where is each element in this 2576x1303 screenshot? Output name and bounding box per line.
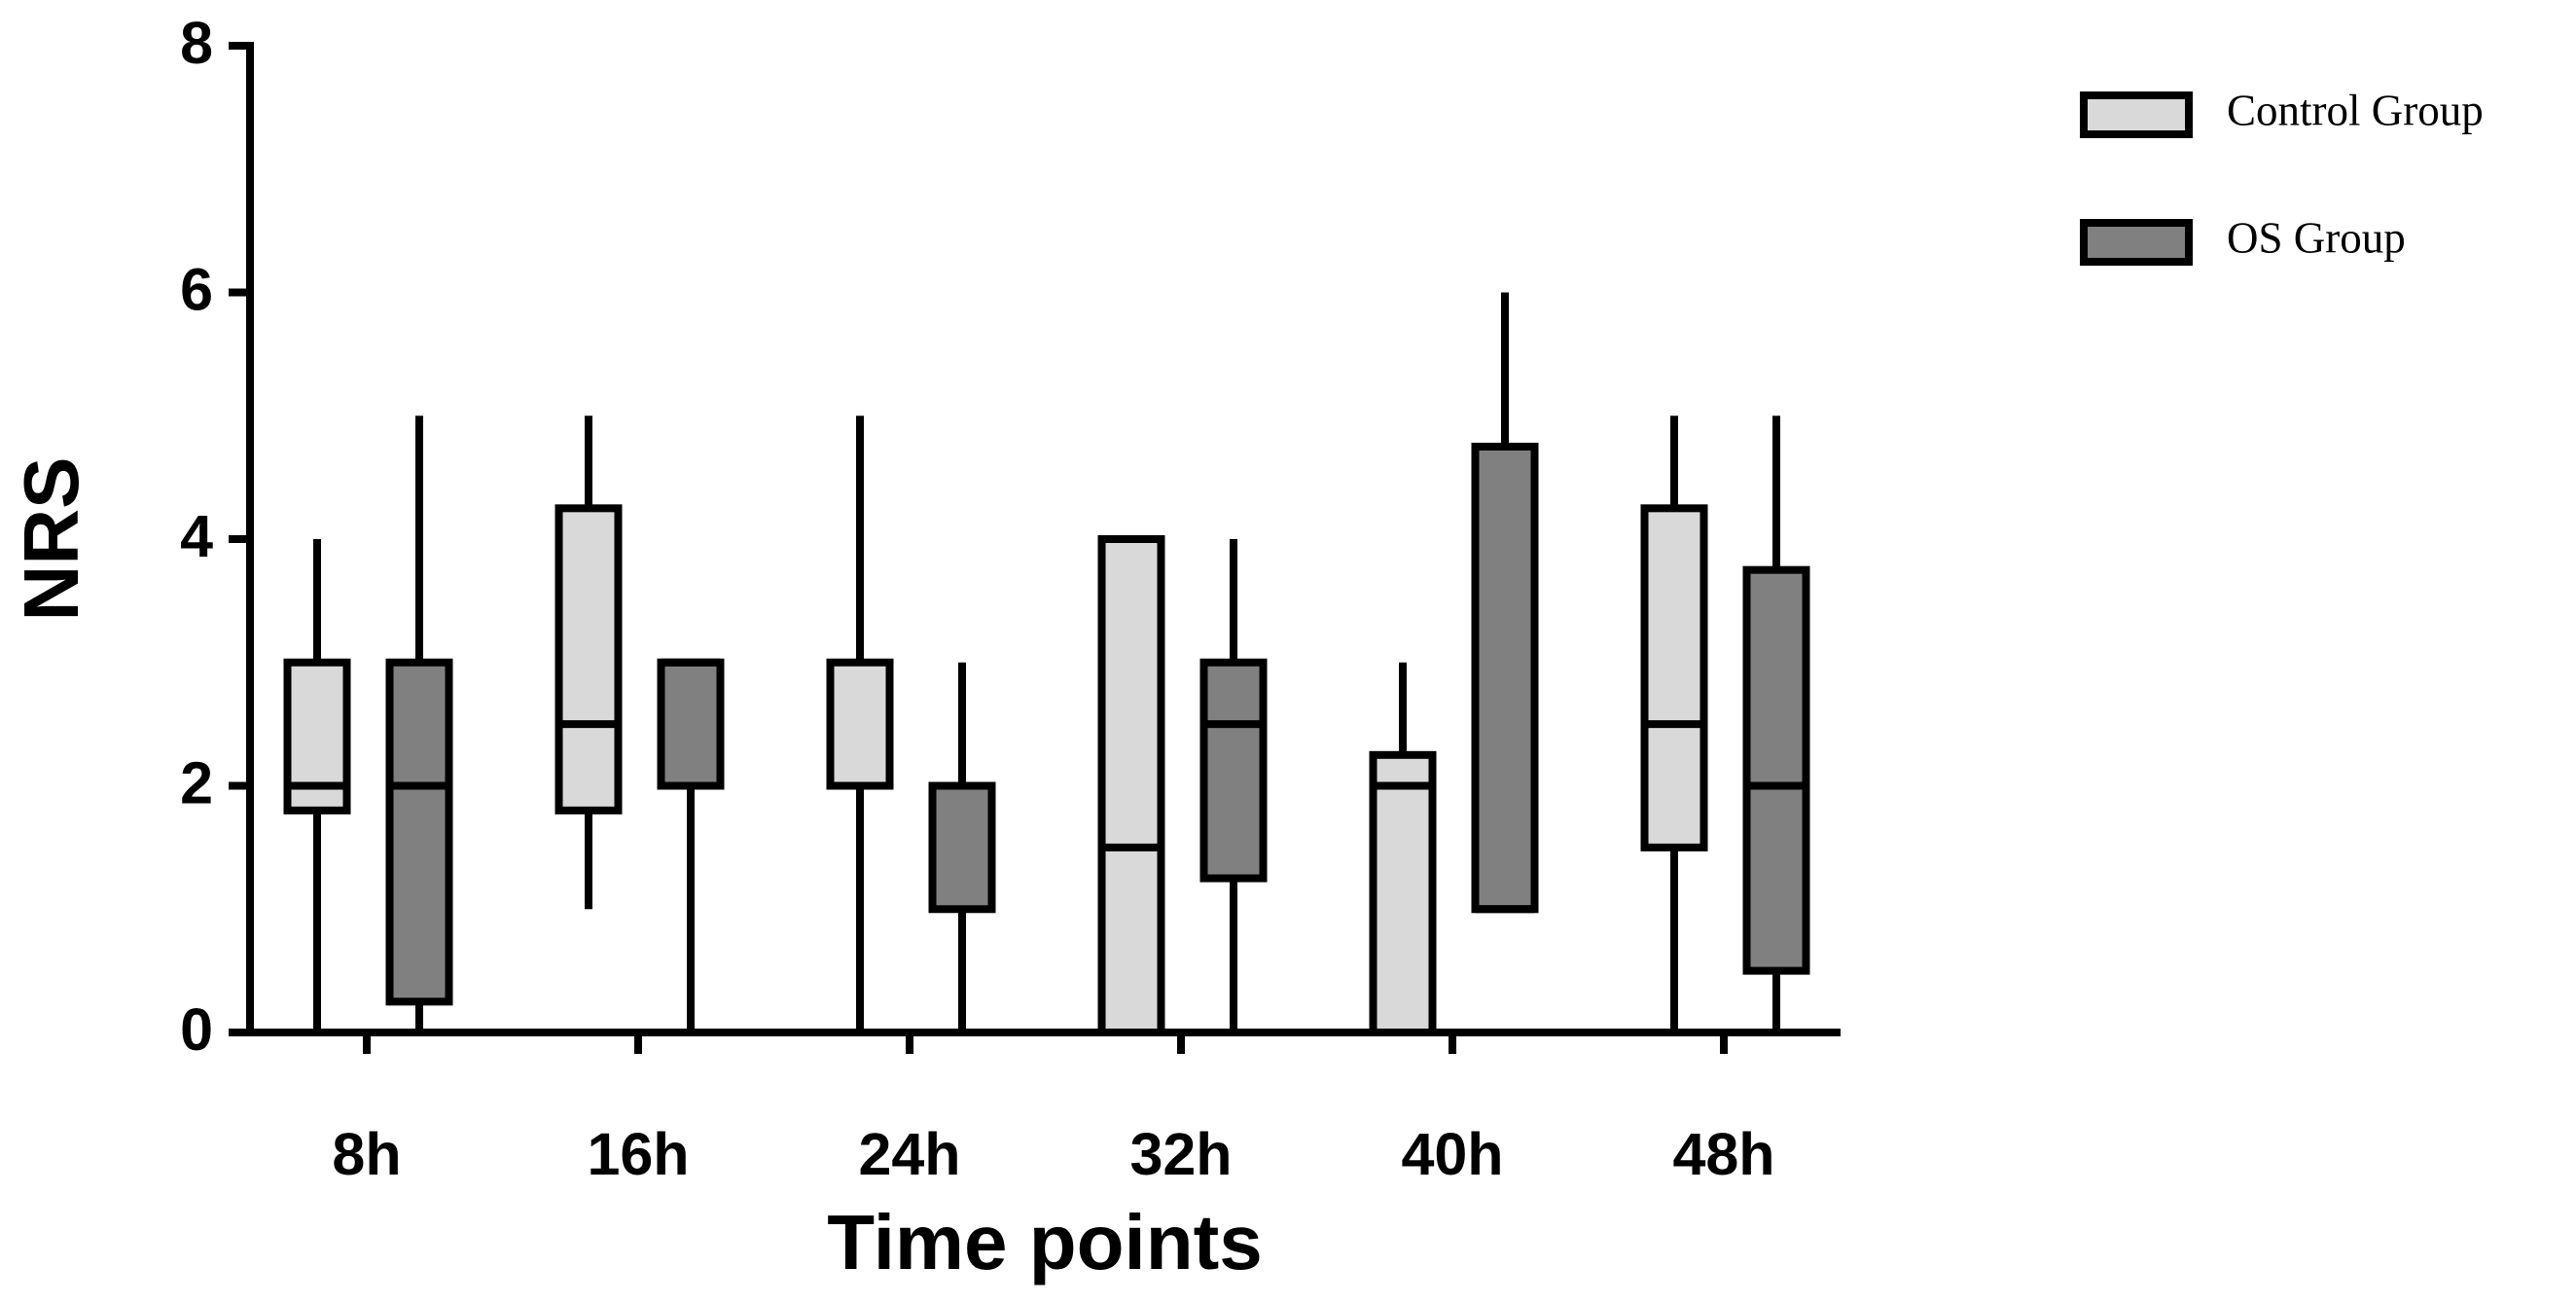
- box: [385, 658, 453, 1006]
- legend-swatch: [2080, 91, 2193, 138]
- x-tick-label: 8h: [332, 1121, 401, 1187]
- x-tick-label: 40h: [1401, 1121, 1503, 1187]
- x-tick-label: 24h: [858, 1121, 960, 1187]
- box: [555, 504, 623, 814]
- box: [1097, 535, 1165, 1036]
- x-axis-label: Time points: [827, 1199, 1262, 1285]
- y-tick-label: 8: [180, 10, 213, 76]
- y-tick-label: 4: [180, 503, 213, 569]
- y-axis-label: NRS: [8, 457, 94, 622]
- box: [1471, 442, 1539, 914]
- legend-label: Control Group: [2227, 86, 2484, 134]
- x-tick-label: 16h: [587, 1121, 689, 1187]
- y-tick-label: 2: [180, 750, 213, 816]
- box: [928, 781, 996, 914]
- x-tick-label: 32h: [1129, 1121, 1232, 1187]
- y-tick-label: 0: [180, 996, 213, 1063]
- box: [826, 658, 894, 790]
- legend-swatch: [2080, 219, 2193, 266]
- box: [657, 658, 725, 790]
- box: [1199, 658, 1268, 883]
- legend-label: OS Group: [2227, 213, 2406, 262]
- box: [1742, 565, 1810, 975]
- box: [1640, 504, 1708, 851]
- y-tick-label: 6: [180, 257, 213, 323]
- box: [1369, 750, 1437, 1036]
- x-tick-label: 48h: [1672, 1121, 1774, 1187]
